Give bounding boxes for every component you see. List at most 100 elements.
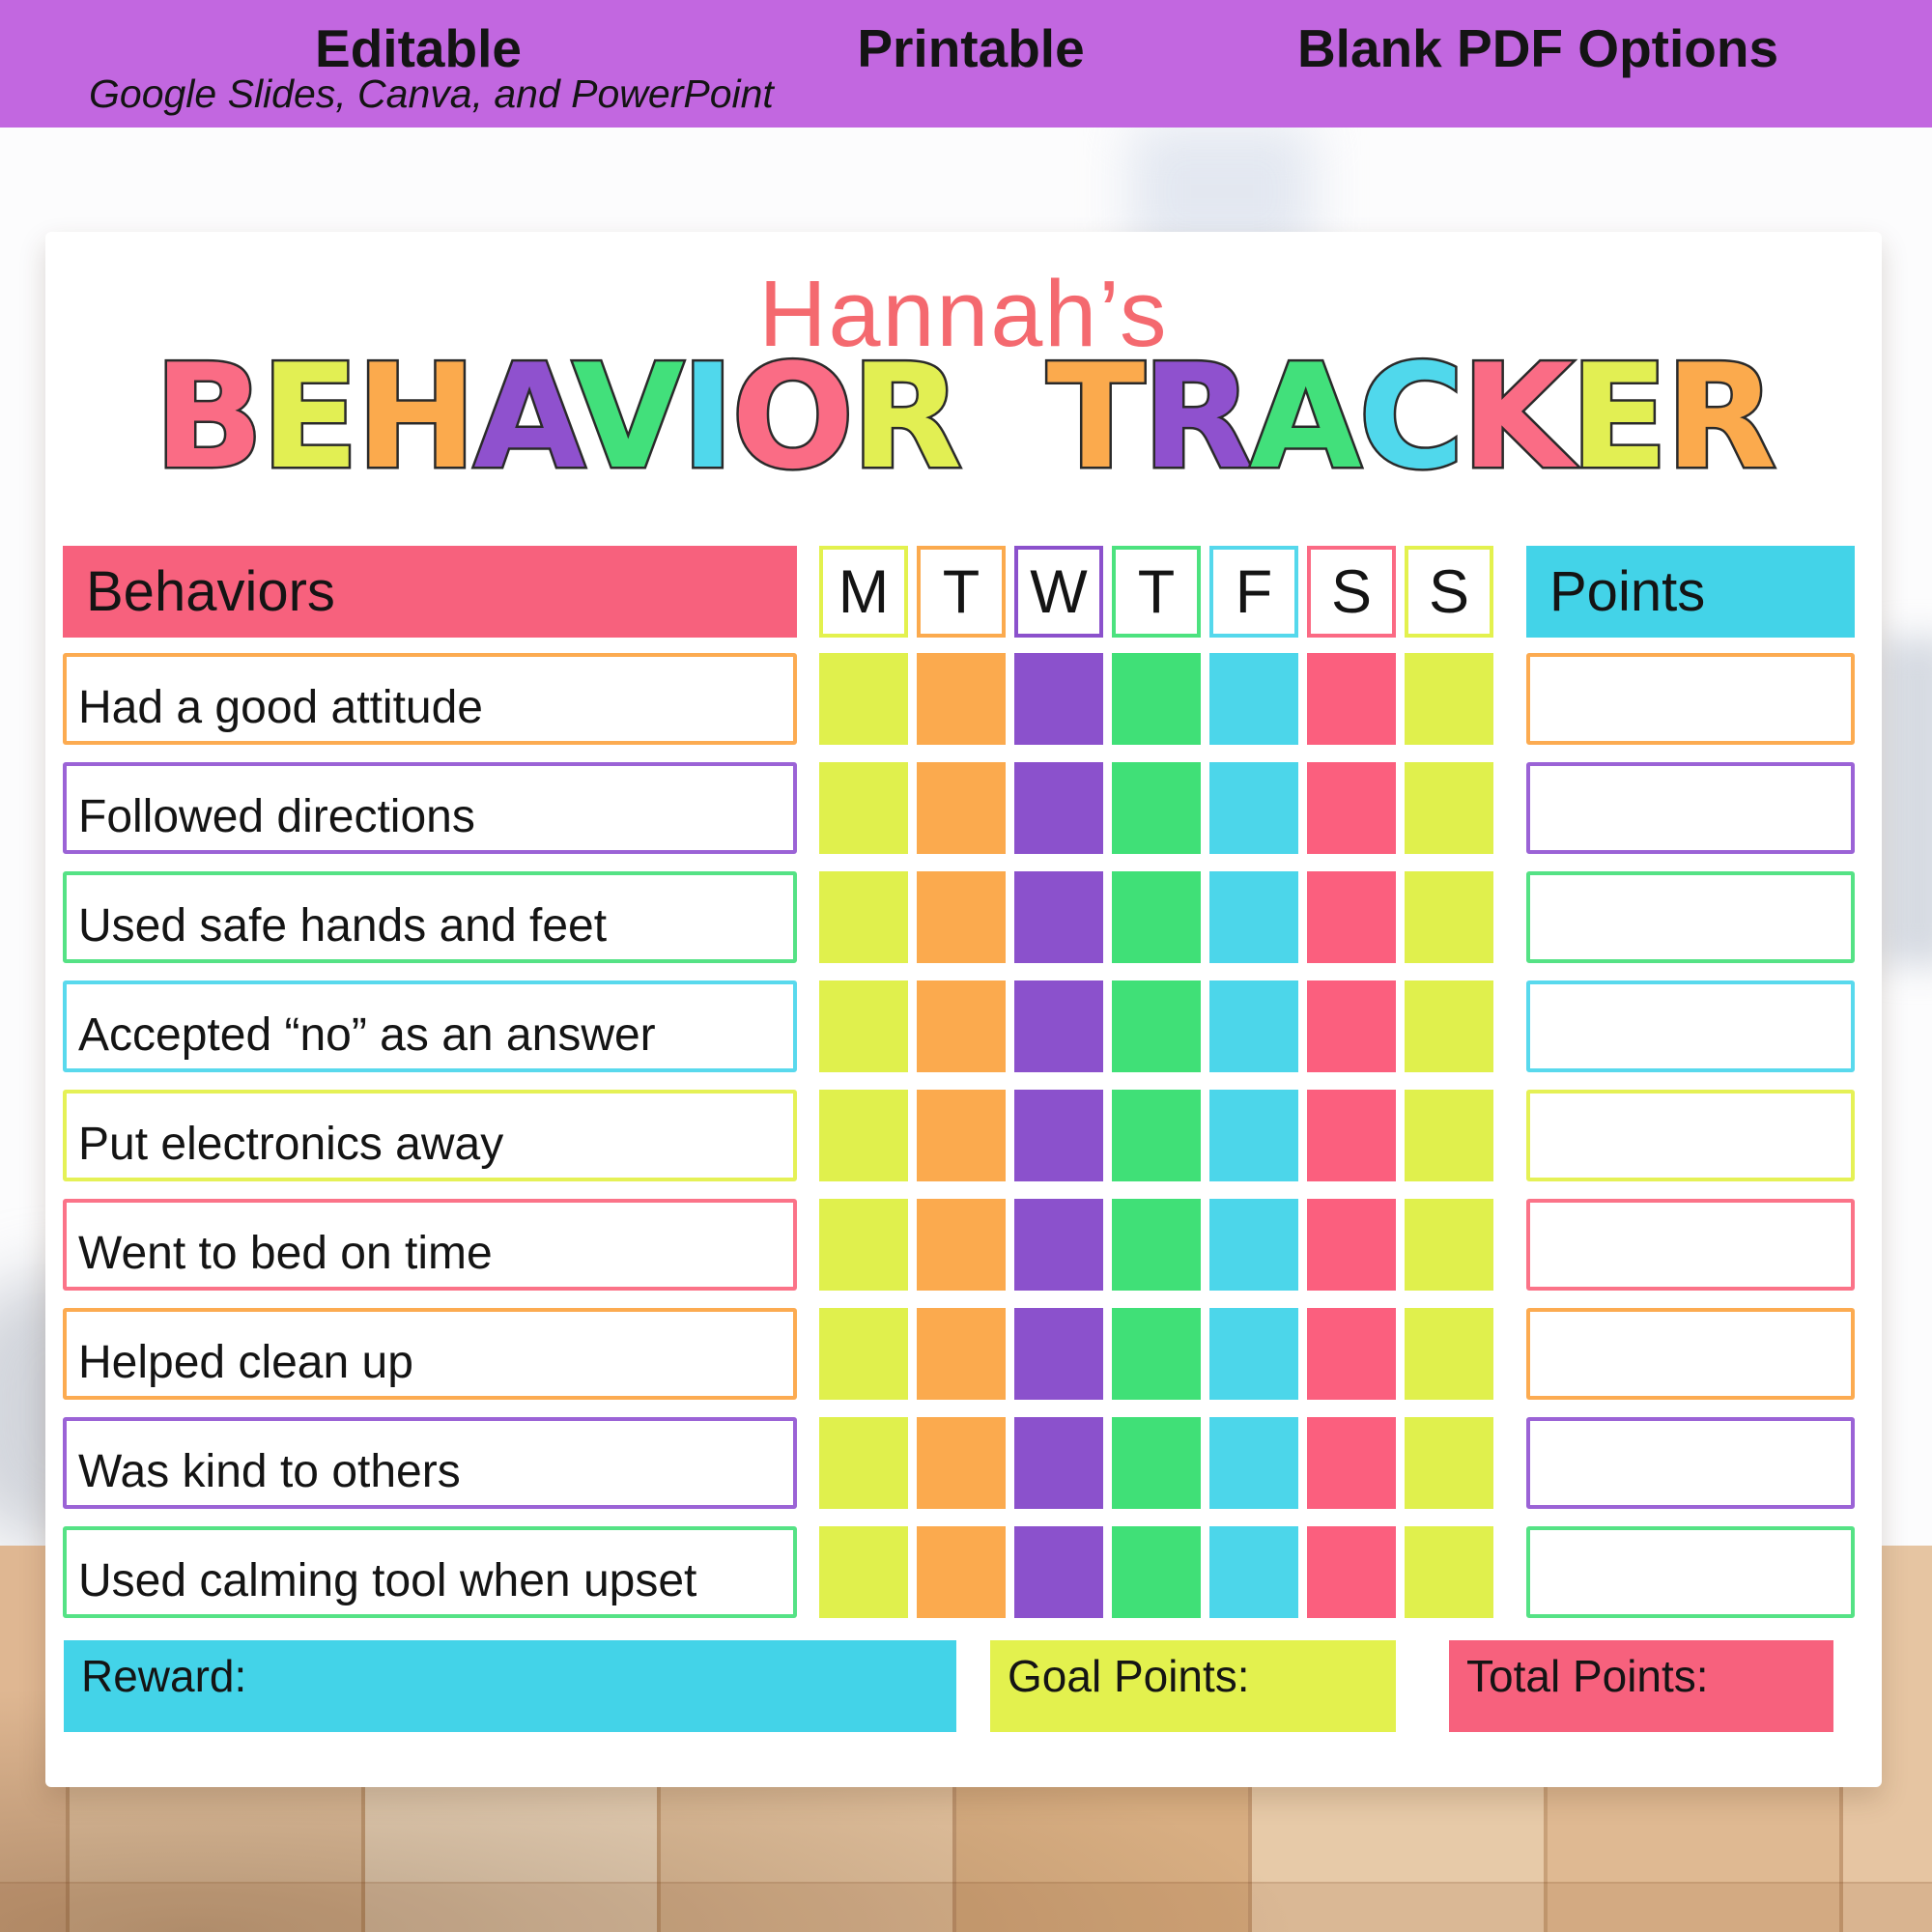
day-square	[819, 1417, 908, 1509]
top-banner: Editable Printable Blank PDF Options Goo…	[0, 0, 1932, 128]
behavior-label: Put electronics away	[78, 1119, 504, 1170]
day-square	[1405, 762, 1493, 854]
day-label: T	[1137, 557, 1176, 626]
points-box	[1526, 653, 1855, 745]
points-box	[1526, 762, 1855, 854]
day-square	[1209, 871, 1298, 963]
day-square	[819, 1308, 908, 1400]
day-header-sat: S	[1307, 546, 1396, 638]
day-squares	[819, 1090, 1493, 1181]
day-square	[1112, 762, 1201, 854]
day-square	[1112, 653, 1201, 745]
behavior-label: Followed directions	[78, 791, 475, 842]
day-square	[819, 1090, 908, 1181]
day-square	[1405, 1417, 1493, 1509]
behavior-row: Went to bed on time	[45, 1199, 1882, 1291]
day-header-strip: M T W T F S S	[819, 546, 1493, 638]
day-square	[1014, 980, 1103, 1072]
day-header-tue: T	[917, 546, 1006, 638]
day-square	[917, 1417, 1006, 1509]
behavior-row: Accepted “no” as an answer	[45, 980, 1882, 1072]
day-square	[819, 980, 908, 1072]
title-letter: V	[570, 332, 686, 504]
behavior-row: Was kind to others	[45, 1417, 1882, 1509]
title-letter: T	[1044, 332, 1148, 504]
day-square	[917, 980, 1006, 1072]
day-square	[917, 1090, 1006, 1181]
title-letter: C	[1356, 332, 1466, 504]
goal-points-label: Goal Points:	[1008, 1651, 1250, 1701]
day-square	[1307, 653, 1396, 745]
behavior-row: Put electronics away	[45, 1090, 1882, 1181]
behavior-label: Helped clean up	[78, 1337, 413, 1388]
day-square	[819, 871, 908, 963]
day-square	[1112, 1090, 1201, 1181]
day-square	[1112, 1308, 1201, 1400]
day-square	[1112, 980, 1201, 1072]
title-letter: R	[1140, 332, 1256, 504]
title-letter: E	[258, 332, 361, 504]
day-square	[1209, 1308, 1298, 1400]
day-label: S	[1330, 557, 1373, 626]
title-letter: A	[471, 332, 578, 504]
total-points-label: Total Points:	[1466, 1651, 1709, 1701]
day-square	[1209, 1417, 1298, 1509]
behavior-row: Followed directions	[45, 762, 1882, 854]
day-square	[1014, 762, 1103, 854]
banner-label-blank-pdf: Blank PDF Options	[1296, 18, 1779, 78]
banner-subtitle: Google Slides, Canva, and PowerPoint	[89, 71, 774, 116]
day-square	[1405, 980, 1493, 1072]
day-square	[917, 1308, 1006, 1400]
child-name-title: Hannah’s	[758, 261, 1169, 366]
day-square	[1014, 1199, 1103, 1291]
points-header-label: Points	[1549, 560, 1706, 623]
title-word-tracker: TRACKER	[1044, 332, 1778, 505]
day-header-sun: S	[1405, 546, 1493, 638]
day-square	[1307, 1308, 1396, 1400]
day-square	[1014, 1526, 1103, 1618]
chart-title: BEHAVIOR TRACKER	[45, 332, 1882, 505]
day-square	[1307, 762, 1396, 854]
behavior-row: Helped clean up	[45, 1308, 1882, 1400]
day-square	[1307, 1417, 1396, 1509]
day-label: M	[838, 557, 890, 626]
day-square	[1112, 1526, 1201, 1618]
day-squares	[819, 871, 1493, 963]
behavior-label-box: Used safe hands and feet	[63, 871, 797, 963]
day-square	[1405, 653, 1493, 745]
points-box	[1526, 871, 1855, 963]
title-letter: A	[1248, 332, 1364, 504]
points-box	[1526, 1417, 1855, 1509]
day-square	[1307, 980, 1396, 1072]
day-squares	[819, 1199, 1493, 1291]
day-squares	[819, 1417, 1493, 1509]
title-letter: K	[1459, 332, 1576, 504]
day-square	[819, 653, 908, 745]
day-square	[917, 762, 1006, 854]
title-letter: R	[1662, 332, 1778, 504]
banner-label-printable: Printable	[857, 18, 1085, 78]
day-square	[1209, 1526, 1298, 1618]
title-letter: O	[729, 332, 857, 504]
day-header-wed: W	[1014, 546, 1103, 638]
behavior-label-box: Had a good attitude	[63, 653, 797, 745]
behavior-label-box: Put electronics away	[63, 1090, 797, 1181]
day-square	[819, 1526, 908, 1618]
day-square	[1014, 653, 1103, 745]
day-label: W	[1030, 557, 1088, 626]
day-square	[1307, 871, 1396, 963]
day-square	[917, 1526, 1006, 1618]
behaviors-header-label: Behaviors	[86, 560, 335, 623]
behavior-label-box: Followed directions	[63, 762, 797, 854]
points-header: Points	[1526, 546, 1855, 638]
day-square	[1405, 1090, 1493, 1181]
points-box	[1526, 1526, 1855, 1618]
goal-points-bar: Goal Points:	[990, 1640, 1396, 1732]
behavior-label: Used calming tool when upset	[78, 1555, 697, 1606]
behavior-label-box: Accepted “no” as an answer	[63, 980, 797, 1072]
day-squares	[819, 980, 1493, 1072]
day-square	[1209, 1199, 1298, 1291]
behavior-chart-card: Hannah’s BEHAVIOR TRACKER Behaviors M T …	[45, 232, 1882, 1787]
day-square	[917, 871, 1006, 963]
day-square	[1405, 1199, 1493, 1291]
